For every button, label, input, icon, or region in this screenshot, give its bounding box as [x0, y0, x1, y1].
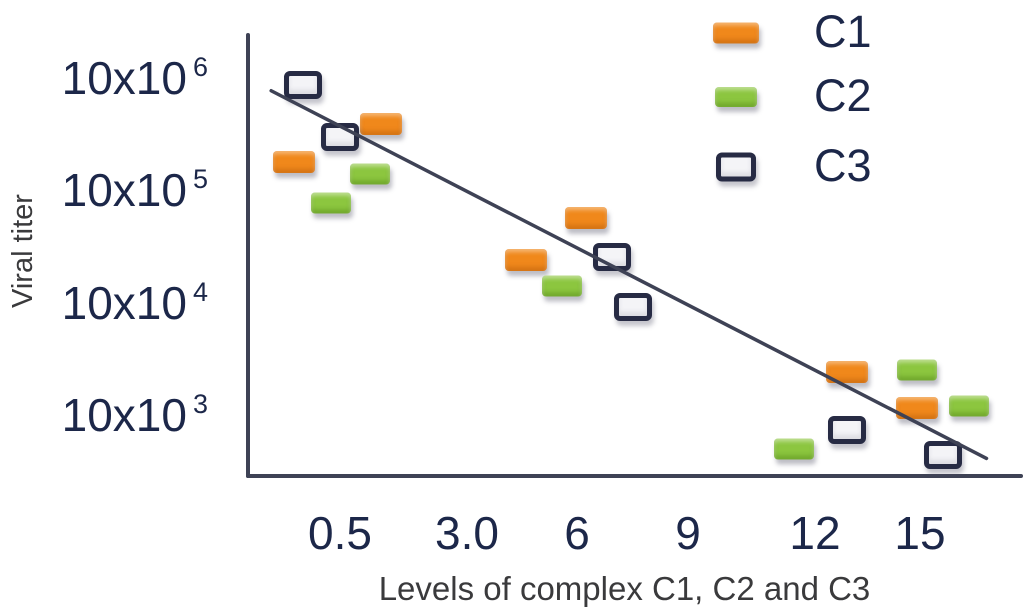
data-point-c3 — [593, 242, 632, 271]
x-axis-line — [246, 474, 1023, 478]
data-point-c2 — [542, 275, 583, 297]
data-point-c2 — [949, 395, 989, 417]
x-tick-label: 0.5 — [308, 507, 372, 559]
data-point-c3 — [613, 293, 652, 322]
x-tick-label: 6 — [564, 507, 590, 559]
data-point-c1 — [825, 361, 868, 384]
y-tick-label: 10x10 6 — [61, 52, 208, 104]
x-tick-label: 3.0 — [435, 507, 499, 559]
data-point-c3 — [321, 122, 359, 151]
data-point-c1 — [272, 150, 315, 173]
data-point-c1 — [359, 112, 402, 135]
data-point-c2 — [310, 192, 351, 214]
legend-label-c3: C3 — [814, 139, 872, 191]
data-point-c2 — [773, 438, 814, 460]
data-point-c1 — [504, 248, 547, 271]
legend-swatch-c2-icon — [715, 87, 757, 107]
y-axis-line — [246, 33, 250, 478]
data-point-c2 — [350, 163, 391, 185]
legend-swatch-c3-icon — [716, 152, 756, 182]
legend-swatch-c1-icon — [713, 22, 759, 44]
y-axis-title: Viral titer — [7, 194, 39, 308]
y-tick-label: 10x10 3 — [61, 388, 208, 441]
data-point-c3 — [923, 440, 962, 469]
data-point-c2 — [896, 359, 937, 381]
legend: C1 C2 C3 — [690, 0, 1023, 200]
x-axis-title: Levels of complex C1, C2 and C3 — [378, 570, 871, 607]
x-tick-label: 12 — [789, 507, 841, 559]
x-tick-label: 15 — [894, 507, 946, 559]
data-point-c3 — [283, 70, 322, 99]
legend-label-c1: C1 — [814, 5, 872, 57]
data-point-c1 — [895, 397, 938, 420]
data-point-c1 — [565, 206, 608, 229]
data-point-c3 — [827, 416, 866, 445]
legend-label-c2: C2 — [814, 69, 872, 121]
y-tick-label: 10x10 5 — [61, 164, 208, 217]
x-tick-label: 9 — [675, 507, 701, 559]
y-tick-label: 10x10 4 — [61, 276, 208, 329]
